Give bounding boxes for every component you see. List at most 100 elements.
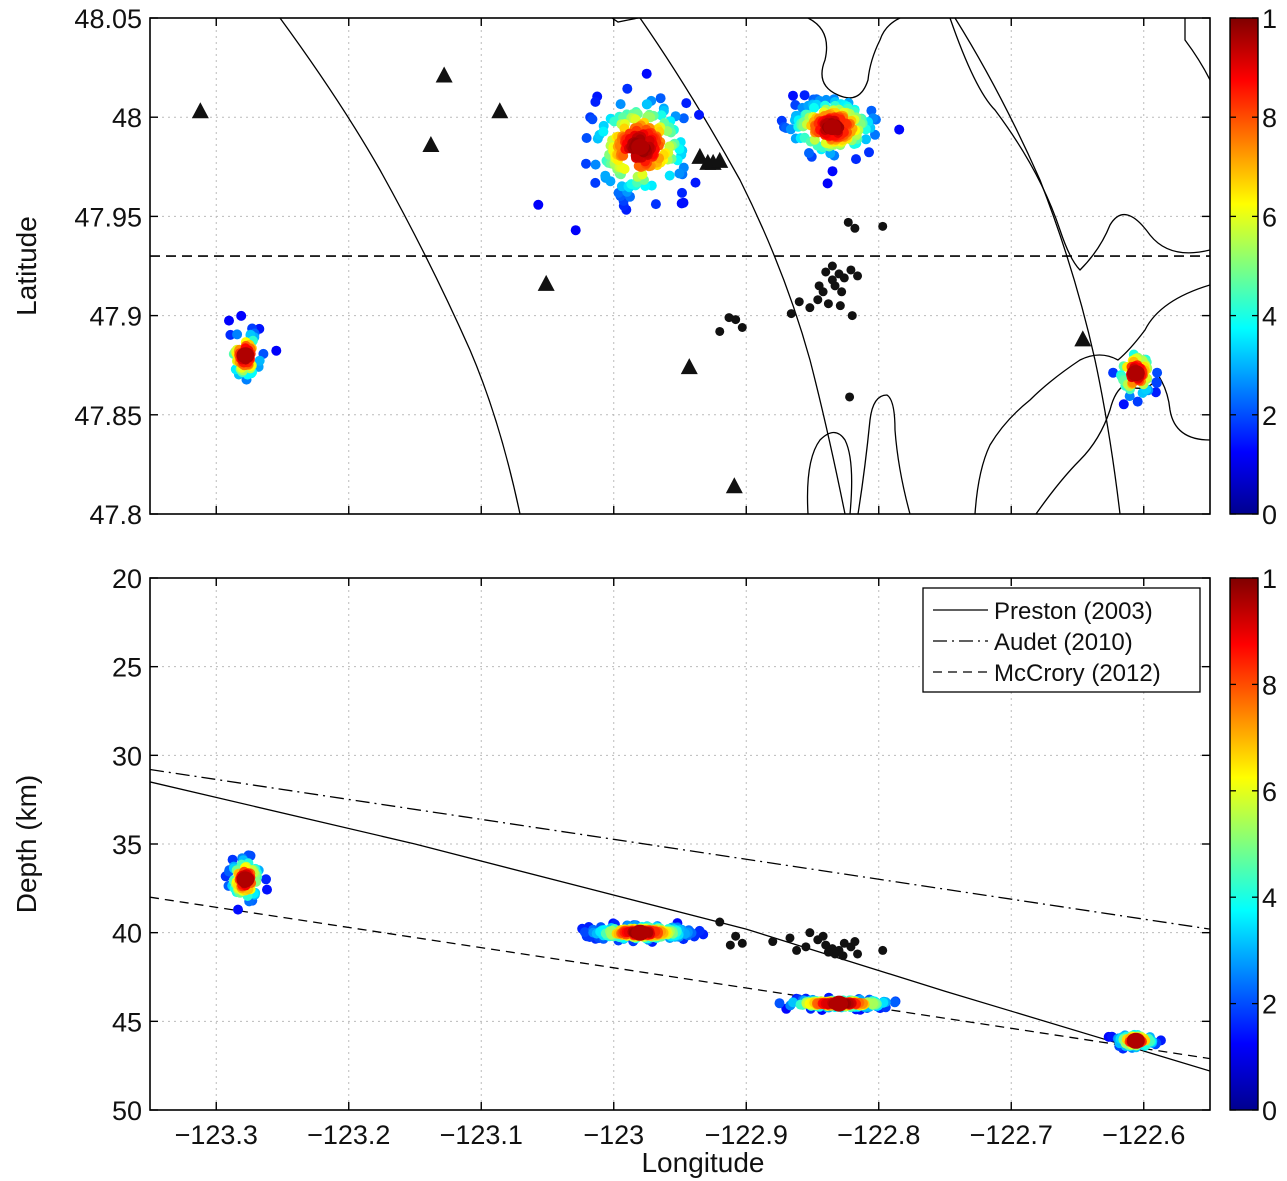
colorbar-tick-label: 0	[1262, 1096, 1277, 1126]
colorbar-tick-label: 0	[1262, 500, 1277, 530]
contour-line	[954, 18, 1121, 514]
cluster-point	[656, 110, 667, 121]
cluster-point	[889, 997, 900, 1008]
station-triangle	[725, 477, 743, 494]
map-plot-area	[150, 18, 1210, 514]
y-tick-label: 25	[112, 653, 142, 683]
cluster-point	[581, 133, 592, 143]
cluster-point	[788, 90, 798, 101]
legend: Preston (2003) Audet (2010) McCrory (2012)	[922, 587, 1201, 693]
event-dot	[853, 271, 863, 281]
cluster-point	[851, 154, 861, 165]
cluster-point	[590, 177, 601, 188]
cluster-point	[224, 315, 234, 326]
event-dot	[823, 947, 833, 957]
cluster-peak	[631, 139, 650, 155]
colorbar-tick-label: 1	[1262, 564, 1277, 594]
event-dot	[850, 937, 860, 947]
station-triangle	[537, 274, 555, 291]
event-dot	[835, 301, 845, 311]
cluster-point	[590, 159, 601, 170]
map-colorbar	[1229, 17, 1259, 515]
y-tick-label: 48	[112, 103, 142, 133]
station-triangle	[435, 66, 453, 83]
slab-line-solid	[150, 781, 1210, 1072]
event-dot	[853, 949, 863, 959]
y-tick-label: 45	[112, 1007, 142, 1037]
colorbar-tick-label: 2	[1262, 990, 1277, 1020]
y-tick-label: 50	[112, 1096, 142, 1126]
event-dot	[724, 313, 734, 323]
coastline-segment	[1184, 18, 1210, 81]
cluster-point	[809, 134, 820, 145]
cluster-peak	[631, 924, 650, 941]
cluster-point	[637, 169, 648, 180]
event-dot	[847, 311, 857, 321]
event-dot	[813, 295, 823, 305]
map-x-ticks	[215, 18, 1145, 514]
cluster-point	[650, 199, 661, 210]
depth-y-axis-label: Depth (km)	[11, 775, 42, 913]
depth-x-ticks: −123.3 −123.2 −123.1 −123 −122.9 −122.8 −122.7…	[175, 578, 1185, 1150]
y-tick-label: 35	[112, 830, 142, 860]
cluster-point	[233, 904, 243, 915]
cluster-point	[271, 345, 282, 356]
cluster-point	[641, 68, 652, 79]
colorbar-tick-label: 8	[1262, 670, 1277, 700]
event-dot	[737, 938, 747, 948]
map-y-axis-label: Latitude	[11, 216, 42, 316]
event-dot	[737, 323, 747, 333]
event-dot	[805, 303, 815, 313]
station-triangle	[191, 102, 209, 119]
event-dot	[805, 928, 815, 938]
station-triangle	[691, 147, 709, 164]
cluster-point	[587, 114, 598, 125]
station-triangle	[422, 135, 440, 152]
y-tick-label: 47.8	[89, 500, 142, 530]
cluster-peak	[1126, 1032, 1145, 1049]
colorbar-tick-label: 2	[1262, 401, 1277, 431]
event-dot	[845, 392, 855, 402]
cluster-point	[774, 998, 785, 1009]
map-panel: 47.8 47.85 47.9 47.95 48 48.05 Latitude 0 2 4 6 8…	[11, 4, 1277, 530]
event-dot	[878, 221, 888, 231]
legend-label: McCrory (2012)	[994, 660, 1161, 687]
legend-label: Preston (2003)	[994, 598, 1153, 625]
coastline-segment	[857, 394, 911, 514]
colorbar-tick-label: 4	[1262, 883, 1277, 913]
event-dot	[850, 223, 860, 233]
y-tick-label: 30	[112, 741, 142, 771]
cluster-point	[570, 225, 581, 236]
x-tick-label: −123.2	[307, 1120, 390, 1150]
cluster-point	[262, 884, 272, 895]
cluster-point	[1132, 396, 1143, 407]
event-dot	[715, 917, 725, 927]
event-dot	[821, 940, 831, 950]
slab-models	[150, 768, 1210, 1072]
cluster-point	[232, 329, 243, 340]
event-dot	[878, 945, 888, 955]
colorbar-tick-label: 4	[1262, 302, 1277, 332]
cluster-point	[600, 170, 611, 181]
colorbar-tick-label: 8	[1262, 103, 1277, 133]
x-tick-label: −123.3	[175, 1120, 258, 1150]
y-tick-label: 48.05	[74, 4, 142, 34]
cluster-point	[261, 874, 271, 885]
cluster-point	[690, 177, 701, 188]
cluster-point	[827, 166, 838, 177]
event-dot	[768, 937, 778, 947]
x-tick-label: −123.1	[440, 1120, 523, 1150]
event-dot	[814, 281, 824, 291]
y-tick-label: 47.95	[74, 202, 142, 232]
cluster-point	[254, 355, 265, 366]
cluster-point	[822, 178, 833, 189]
cluster-point	[642, 99, 653, 110]
cluster-point	[1108, 367, 1119, 378]
event-dot	[801, 942, 811, 952]
station-triangle	[1074, 330, 1092, 347]
x-tick-label: −122.7	[970, 1120, 1053, 1150]
coastline-segment	[611, 18, 639, 23]
coastline	[279, 18, 1210, 514]
